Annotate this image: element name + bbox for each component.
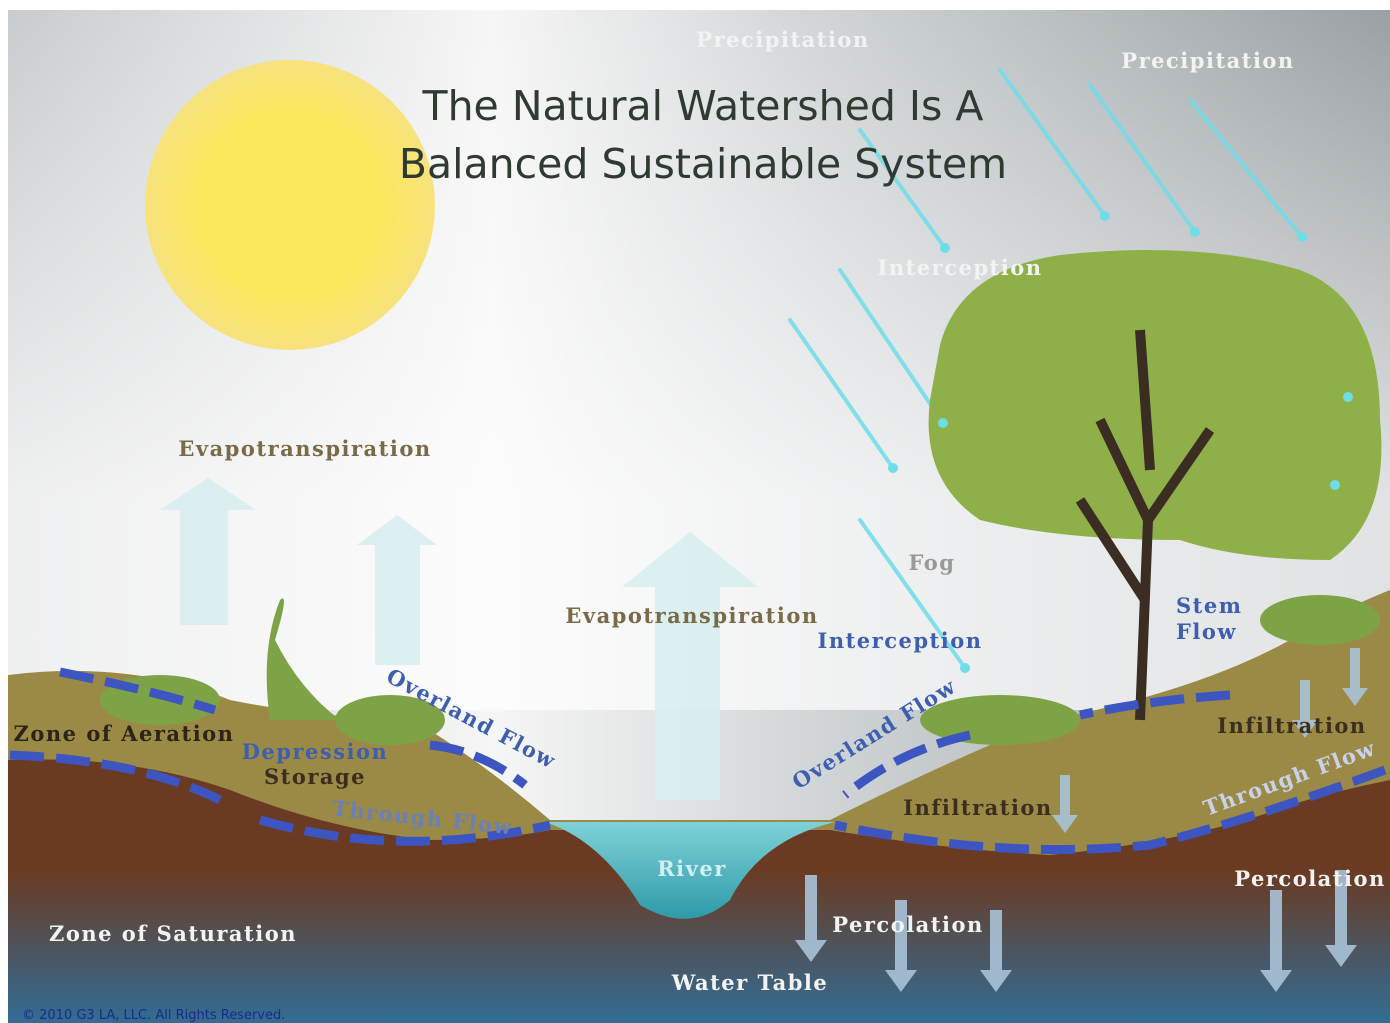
label: Percolation (832, 912, 983, 937)
label: Water Table (671, 970, 829, 995)
label: Evapotranspiration (178, 436, 431, 461)
label: Stem (1176, 593, 1242, 618)
label: Interception (878, 255, 1043, 280)
label: Flow (1176, 619, 1237, 644)
copyright: © 2010 G3 LA, LLC. All Rights Reserved. (22, 1008, 285, 1023)
label: Depression (242, 739, 389, 764)
label: River (657, 856, 727, 881)
sun (145, 60, 435, 350)
label: Percolation (1234, 866, 1385, 891)
label: Evapotranspiration (565, 603, 818, 628)
label: Precipitation (1121, 48, 1294, 73)
title-line: The Natural Watershed Is A (422, 82, 984, 130)
label: Storage (264, 764, 366, 789)
label: Precipitation (696, 27, 869, 52)
label: Interception (818, 628, 983, 653)
label: Fog (909, 550, 956, 575)
label: Zone of Saturation (49, 921, 297, 946)
label: Infiltration (903, 795, 1052, 820)
watershed-diagram: The Natural Watershed Is A Balanced Sust… (0, 0, 1390, 1023)
label: Zone of Aeration (14, 721, 235, 746)
label: Infiltration (1217, 713, 1366, 738)
title-line: Balanced Sustainable System (399, 140, 1007, 188)
